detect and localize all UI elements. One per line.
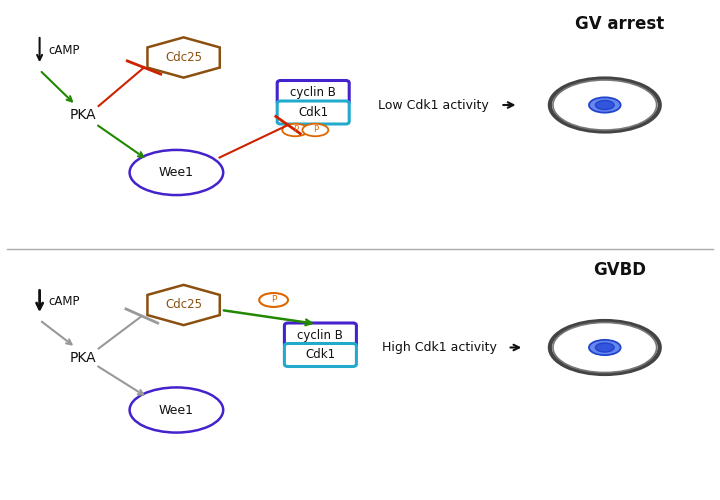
- FancyBboxPatch shape: [277, 80, 349, 104]
- Text: Cdk1: Cdk1: [298, 106, 328, 119]
- Ellipse shape: [589, 98, 621, 112]
- Text: cyclin B: cyclin B: [290, 86, 336, 99]
- Polygon shape: [148, 38, 220, 78]
- Text: GV arrest: GV arrest: [575, 15, 664, 33]
- Ellipse shape: [130, 150, 223, 195]
- Text: Cdc25: Cdc25: [165, 298, 202, 312]
- FancyBboxPatch shape: [277, 101, 349, 124]
- Polygon shape: [148, 285, 220, 325]
- Ellipse shape: [302, 124, 328, 136]
- Ellipse shape: [595, 343, 614, 352]
- Ellipse shape: [589, 340, 621, 355]
- Text: P: P: [292, 126, 298, 134]
- Text: PKA: PKA: [70, 350, 96, 364]
- Ellipse shape: [130, 388, 223, 432]
- Text: cyclin B: cyclin B: [297, 328, 343, 342]
- Text: Cdc25: Cdc25: [165, 51, 202, 64]
- Text: P: P: [312, 126, 318, 134]
- Text: Wee1: Wee1: [159, 166, 194, 179]
- FancyBboxPatch shape: [284, 344, 356, 366]
- Ellipse shape: [550, 321, 660, 374]
- Text: Cdk1: Cdk1: [305, 348, 336, 362]
- Text: GVBD: GVBD: [593, 261, 646, 279]
- Text: cAMP: cAMP: [48, 295, 80, 308]
- Ellipse shape: [553, 322, 657, 372]
- Text: Wee1: Wee1: [159, 404, 194, 416]
- Ellipse shape: [553, 80, 657, 130]
- Text: P: P: [271, 296, 276, 304]
- FancyBboxPatch shape: [284, 323, 356, 347]
- Text: Low Cdk1 activity: Low Cdk1 activity: [378, 98, 489, 112]
- Ellipse shape: [595, 100, 614, 110]
- Text: cAMP: cAMP: [48, 44, 80, 57]
- Ellipse shape: [282, 124, 308, 136]
- Ellipse shape: [550, 78, 660, 132]
- Ellipse shape: [259, 293, 288, 307]
- Text: PKA: PKA: [70, 108, 96, 122]
- Text: High Cdk1 activity: High Cdk1 activity: [382, 341, 497, 354]
